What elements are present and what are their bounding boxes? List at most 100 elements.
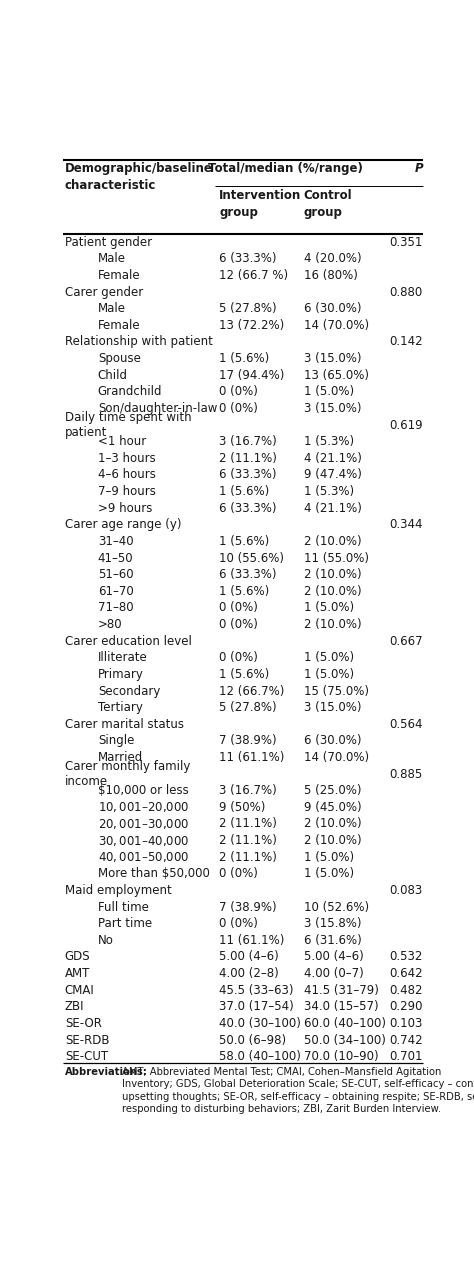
Text: >80: >80: [98, 618, 122, 631]
Text: Male: Male: [98, 303, 126, 316]
Text: 6 (33.3%): 6 (33.3%): [219, 252, 276, 265]
Text: No: No: [98, 934, 114, 947]
Text: Spouse: Spouse: [98, 352, 141, 365]
Text: 7–9 hours: 7–9 hours: [98, 486, 155, 498]
Text: Daily time spent with
patient: Daily time spent with patient: [65, 411, 191, 439]
Text: P: P: [414, 162, 423, 175]
Text: 2 (11.1%): 2 (11.1%): [219, 835, 277, 848]
Text: GDS: GDS: [65, 951, 91, 963]
Text: ZBI: ZBI: [65, 1001, 84, 1014]
Text: 5 (27.8%): 5 (27.8%): [219, 303, 277, 316]
Text: 61–70: 61–70: [98, 585, 134, 598]
Text: $40,001–$50,000: $40,001–$50,000: [98, 850, 189, 864]
Text: 4–6 hours: 4–6 hours: [98, 469, 155, 482]
Text: 4 (21.1%): 4 (21.1%): [303, 501, 361, 515]
Text: 37.0 (17–54): 37.0 (17–54): [219, 1001, 294, 1014]
Text: 1 (5.0%): 1 (5.0%): [303, 601, 354, 614]
Text: Carer marital status: Carer marital status: [65, 717, 184, 730]
Text: 51–60: 51–60: [98, 568, 134, 581]
Text: 3 (16.7%): 3 (16.7%): [219, 784, 277, 797]
Text: More than $50,000: More than $50,000: [98, 867, 210, 880]
Text: SE-RDB: SE-RDB: [65, 1033, 109, 1047]
Text: 16 (80%): 16 (80%): [303, 269, 357, 282]
Text: $10,000 or less: $10,000 or less: [98, 784, 189, 797]
Text: 2 (10.0%): 2 (10.0%): [303, 568, 361, 581]
Text: 9 (45.0%): 9 (45.0%): [303, 801, 361, 814]
Text: 4.00 (2–8): 4.00 (2–8): [219, 967, 279, 980]
Text: CMAI: CMAI: [65, 984, 94, 997]
Text: 34.0 (15–57): 34.0 (15–57): [303, 1001, 378, 1014]
Text: 9 (50%): 9 (50%): [219, 801, 265, 814]
Text: 0.701: 0.701: [390, 1050, 423, 1063]
Text: >9 hours: >9 hours: [98, 501, 152, 515]
Text: 70.0 (10–90): 70.0 (10–90): [303, 1050, 378, 1063]
Text: 2 (11.1%): 2 (11.1%): [219, 818, 277, 831]
Text: 2 (10.0%): 2 (10.0%): [303, 818, 361, 831]
Text: 1 (5.3%): 1 (5.3%): [303, 435, 354, 448]
Text: 0.142: 0.142: [389, 335, 423, 349]
Text: 3 (16.7%): 3 (16.7%): [219, 435, 277, 448]
Text: 1–3 hours: 1–3 hours: [98, 452, 155, 465]
Text: 14 (70.0%): 14 (70.0%): [303, 751, 369, 764]
Text: 1 (5.6%): 1 (5.6%): [219, 535, 269, 547]
Text: Total/median (%/range): Total/median (%/range): [208, 162, 363, 175]
Text: 0 (0%): 0 (0%): [219, 402, 258, 415]
Text: 5.00 (4–6): 5.00 (4–6): [303, 951, 363, 963]
Text: $20,001–$30,000: $20,001–$30,000: [98, 817, 189, 831]
Text: 0 (0%): 0 (0%): [219, 652, 258, 665]
Text: 5 (27.8%): 5 (27.8%): [219, 701, 277, 714]
Text: 0 (0%): 0 (0%): [219, 385, 258, 398]
Text: Son/daughter-in-law: Son/daughter-in-law: [98, 402, 217, 415]
Text: Part time: Part time: [98, 917, 152, 930]
Text: 2 (10.0%): 2 (10.0%): [303, 835, 361, 848]
Text: 12 (66.7%): 12 (66.7%): [219, 684, 284, 698]
Text: Tertiary: Tertiary: [98, 701, 143, 714]
Text: 45.5 (33–63): 45.5 (33–63): [219, 984, 293, 997]
Text: 3 (15.8%): 3 (15.8%): [303, 917, 361, 930]
Text: Carer gender: Carer gender: [65, 286, 143, 299]
Text: 2 (10.0%): 2 (10.0%): [303, 585, 361, 598]
Text: 41–50: 41–50: [98, 551, 134, 564]
Text: 12 (66.7 %): 12 (66.7 %): [219, 269, 288, 282]
Text: 60.0 (40–100): 60.0 (40–100): [303, 1018, 385, 1030]
Text: Secondary: Secondary: [98, 684, 160, 698]
Text: 41.5 (31–79): 41.5 (31–79): [303, 984, 378, 997]
Text: Child: Child: [98, 368, 128, 381]
Text: 1 (5.6%): 1 (5.6%): [219, 352, 269, 365]
Text: 40.0 (30–100): 40.0 (30–100): [219, 1018, 301, 1030]
Text: AMT, Abbreviated Mental Test; CMAI, Cohen–Mansfield Agitation
Inventory; GDS, Gl: AMT, Abbreviated Mental Test; CMAI, Cohe…: [122, 1066, 474, 1114]
Text: 0.642: 0.642: [389, 967, 423, 980]
Text: 0.667: 0.667: [389, 635, 423, 648]
Text: Intervention
group: Intervention group: [219, 189, 301, 219]
Text: 0.880: 0.880: [390, 286, 423, 299]
Text: 6 (33.3%): 6 (33.3%): [219, 568, 276, 581]
Text: 0.619: 0.619: [389, 419, 423, 431]
Text: 4.00 (0–7): 4.00 (0–7): [303, 967, 363, 980]
Text: 6 (33.3%): 6 (33.3%): [219, 501, 276, 515]
Text: 0 (0%): 0 (0%): [219, 917, 258, 930]
Text: $10,001–$20,000: $10,001–$20,000: [98, 800, 189, 814]
Text: 1 (5.6%): 1 (5.6%): [219, 585, 269, 598]
Text: Male: Male: [98, 252, 126, 265]
Text: 1 (5.0%): 1 (5.0%): [303, 385, 354, 398]
Text: 3 (15.0%): 3 (15.0%): [303, 352, 361, 365]
Text: 1 (5.3%): 1 (5.3%): [303, 486, 354, 498]
Text: Illiterate: Illiterate: [98, 652, 147, 665]
Text: 11 (55.0%): 11 (55.0%): [303, 551, 369, 564]
Text: 50.0 (34–100): 50.0 (34–100): [303, 1033, 385, 1047]
Text: 14 (70.0%): 14 (70.0%): [303, 319, 369, 332]
Text: 6 (30.0%): 6 (30.0%): [303, 734, 361, 747]
Text: 5.00 (4–6): 5.00 (4–6): [219, 951, 279, 963]
Text: Single: Single: [98, 734, 134, 747]
Text: 58.0 (40–100): 58.0 (40–100): [219, 1050, 301, 1063]
Text: 0.482: 0.482: [390, 984, 423, 997]
Text: Patient gender: Patient gender: [65, 236, 152, 249]
Text: 2 (11.1%): 2 (11.1%): [219, 452, 277, 465]
Text: 13 (72.2%): 13 (72.2%): [219, 319, 284, 332]
Text: Abbreviations:: Abbreviations:: [65, 1066, 147, 1077]
Text: 0.290: 0.290: [390, 1001, 423, 1014]
Text: 1 (5.6%): 1 (5.6%): [219, 668, 269, 681]
Text: Carer education level: Carer education level: [65, 635, 191, 648]
Text: 10 (52.6%): 10 (52.6%): [303, 900, 369, 913]
Text: 6 (30.0%): 6 (30.0%): [303, 303, 361, 316]
